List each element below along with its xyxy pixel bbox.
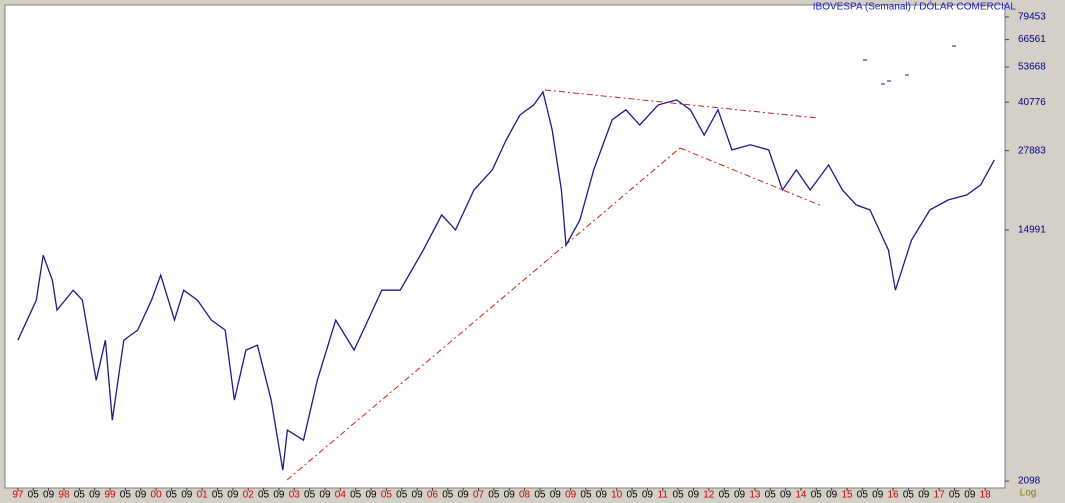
x-tick-label: 09 (964, 490, 976, 501)
x-tick-label: 15 (841, 490, 853, 501)
x-tick-label: 99 (104, 490, 116, 501)
x-tick-label: 09 (365, 490, 377, 501)
x-tick-label: 06 (427, 490, 439, 501)
x-tick-label: 09 (872, 490, 884, 501)
x-tick-label: 09 (89, 490, 101, 501)
x-tick-label: 16 (888, 490, 900, 501)
x-tick-label: 08 (519, 490, 531, 501)
x-tick-label: 11 (658, 490, 669, 501)
x-tick-label: 09 (826, 490, 838, 501)
x-tick-label: 09 (688, 490, 700, 501)
x-tick-label: 09 (319, 490, 331, 501)
x-tick-label: 05 (120, 490, 132, 501)
trend-line (286, 147, 681, 481)
x-tick-label: 05 (626, 490, 638, 501)
x-tick-label: 14 (795, 490, 807, 501)
x-tick-label: 05 (903, 490, 915, 501)
y-tick-label: 66561 (1018, 34, 1046, 45)
x-tick-label: 09 (780, 490, 792, 501)
x-tick-label: 17 (934, 490, 946, 501)
x-tick-label: 05 (212, 490, 224, 501)
x-tick-label: 00 (151, 490, 163, 501)
trend-lines (286, 89, 823, 481)
x-tick-label: 09 (504, 490, 516, 501)
x-tick-label: 09 (273, 490, 285, 501)
x-tick-label: 10 (611, 490, 623, 501)
x-tick-label: 09 (918, 490, 930, 501)
plot-area (4, 4, 1006, 489)
x-tick-label: 09 (227, 490, 239, 501)
x-tick-label: 09 (458, 490, 470, 501)
marks (863, 45, 956, 85)
x-tick-label: 09 (734, 490, 746, 501)
x-tick-label: 05 (350, 490, 362, 501)
x-tick-label: 05 (74, 490, 86, 501)
x-tick-label: 05 (534, 490, 546, 501)
x-tick-label: 97 (12, 490, 24, 501)
chart-title: IBOVESPA (Semanal) / DÓLAR COMERCIAL (813, 0, 1017, 13)
x-tick-label: 18 (980, 490, 992, 501)
x-tick-label: 05 (28, 490, 40, 501)
x-tick-label: 01 (197, 490, 209, 501)
x-tick-label: 03 (289, 490, 301, 501)
x-tick-label: 04 (335, 490, 347, 501)
x-tick-label: 05 (381, 490, 393, 501)
x-tick-label: 05 (673, 490, 685, 501)
x-tick-label: 05 (857, 490, 869, 501)
x-tick-label: 05 (719, 490, 731, 501)
y-tick-label: 53668 (1018, 62, 1046, 73)
x-tick-label: 09 (43, 490, 55, 501)
x-tick-label: 05 (580, 490, 592, 501)
price-line (17, 90, 995, 471)
x-tick-label: 05 (396, 490, 408, 501)
x-tick-label: 09 (412, 490, 424, 501)
x-tick-label: 09 (181, 490, 193, 501)
x-tick-label: 05 (258, 490, 270, 501)
x-tick-label: 07 (473, 490, 485, 501)
y-tick-label: 2098 (1018, 476, 1041, 487)
trend-line (679, 147, 823, 207)
trend-line (544, 89, 819, 119)
scale-label: Log (1020, 488, 1037, 499)
x-tick-label: 05 (765, 490, 777, 501)
x-tick-label: 02 (243, 490, 255, 501)
x-tick-label: 05 (304, 490, 316, 501)
x-tick-label: 09 (550, 490, 562, 501)
x-tick-label: 05 (166, 490, 178, 501)
x-tick-label: 05 (442, 490, 454, 501)
x-tick-label: 05 (811, 490, 823, 501)
x-tick-label: 09 (135, 490, 147, 501)
x-tick-label: 98 (58, 490, 70, 501)
x-tick-label: 13 (749, 490, 761, 501)
x-tick-label: 05 (488, 490, 500, 501)
x-tick-label: 09 (642, 490, 654, 501)
y-tick-label: 40776 (1018, 97, 1046, 108)
y-tick-label: 14991 (1018, 225, 1046, 236)
x-tick-label: 09 (596, 490, 608, 501)
x-tick-label: 09 (565, 490, 577, 501)
x-tick-label: 12 (703, 490, 715, 501)
y-tick-label: 79453 (1018, 12, 1046, 23)
y-tick-label: 27883 (1018, 145, 1046, 156)
x-tick-label: 05 (949, 490, 961, 501)
